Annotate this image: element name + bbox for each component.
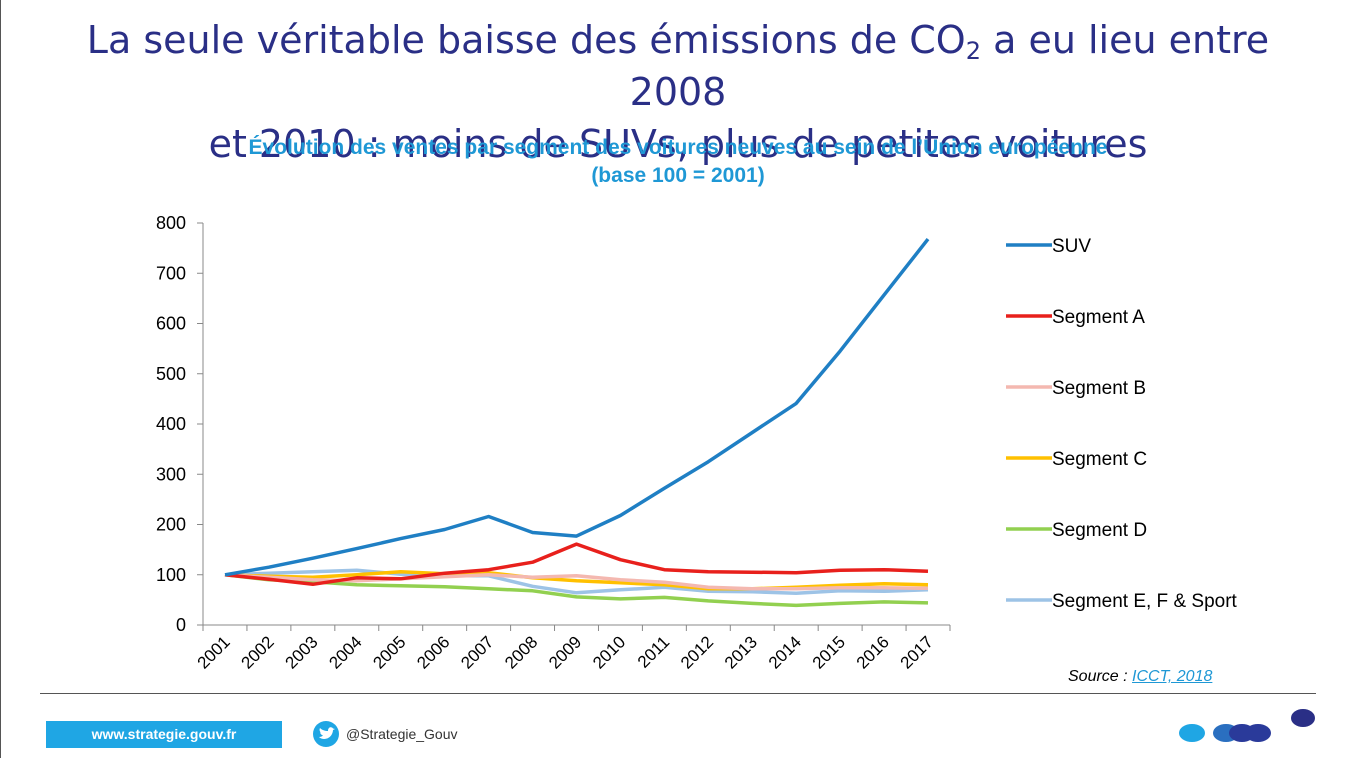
y-tick-label: 400 bbox=[156, 414, 186, 434]
x-tick-label: 2016 bbox=[853, 632, 893, 672]
x-tick-label: 2014 bbox=[765, 632, 805, 672]
chart-title-text: Évolution des ventes par segment des voi… bbox=[248, 136, 1108, 159]
footer-divider bbox=[40, 693, 1316, 694]
x-tick-label: 2001 bbox=[194, 632, 234, 672]
source-prefix: Source : bbox=[1068, 668, 1133, 685]
title-line-1-post: a eu lieu entre 2008 bbox=[629, 18, 1270, 114]
x-tick-label: 2017 bbox=[897, 632, 937, 672]
x-tick-label: 2002 bbox=[238, 632, 278, 672]
x-tick-label: 2005 bbox=[369, 632, 409, 672]
x-tick-label: 2012 bbox=[677, 632, 717, 672]
series-line-segment-d bbox=[224, 573, 929, 608]
x-tick-label: 2003 bbox=[281, 632, 321, 672]
chart-title: Évolution des ventes par segment des voi… bbox=[0, 134, 1356, 190]
x-tick-label: 2011 bbox=[634, 632, 673, 671]
y-tick-label: 800 bbox=[156, 213, 186, 233]
x-tick-label: 2009 bbox=[545, 632, 585, 672]
y-tick-label: 200 bbox=[156, 515, 186, 535]
series-line-segment-a bbox=[224, 542, 929, 587]
legend-label: Segment A bbox=[1052, 307, 1145, 328]
title-line-1-pre: La seule véritable baisse des émissions … bbox=[86, 18, 966, 62]
series-line-suv bbox=[224, 238, 930, 577]
page-title: La seule véritable baisse des émissions … bbox=[40, 14, 1316, 170]
legend-label: Segment D bbox=[1052, 520, 1147, 541]
website-link[interactable]: www.strategie.gouv.fr bbox=[46, 721, 282, 748]
source-note: Source : ICCT, 2018 bbox=[1068, 668, 1212, 686]
x-tick-label: 2007 bbox=[457, 632, 497, 672]
title-subscript: 2 bbox=[965, 37, 981, 65]
chart-subtitle-text: (base 100 = 2001) bbox=[591, 164, 765, 187]
y-tick-label: 100 bbox=[156, 565, 186, 585]
twitter-bird-icon bbox=[313, 721, 339, 747]
y-tick-label: 500 bbox=[156, 364, 186, 384]
x-tick-label: 2006 bbox=[413, 632, 453, 672]
x-tick-label: 2015 bbox=[809, 632, 849, 672]
x-tick-label: 2013 bbox=[721, 632, 761, 672]
y-tick-label: 600 bbox=[156, 314, 186, 334]
y-tick-label: 300 bbox=[156, 464, 186, 484]
legend-label: Segment E, F & Sport bbox=[1052, 591, 1238, 612]
x-tick-label: 2004 bbox=[325, 632, 365, 672]
legend-label: Segment C bbox=[1052, 449, 1147, 470]
legend-label: Segment B bbox=[1052, 378, 1146, 399]
y-tick-label: 0 bbox=[176, 615, 186, 635]
legend-label: SUV bbox=[1052, 236, 1091, 257]
x-tick-label: 2008 bbox=[501, 632, 541, 672]
france-strategie-logo bbox=[1179, 709, 1315, 742]
series-line-segment-c bbox=[224, 569, 929, 591]
title-line-2: et 2010 : moins de SUVs, plus de petites… bbox=[208, 122, 1148, 166]
title-line-1: La seule véritable baisse des émissions … bbox=[40, 14, 1316, 118]
twitter-handle[interactable]: @Strategie_Gouv bbox=[346, 726, 458, 742]
page-left-border bbox=[0, 0, 1, 758]
series-line-segment-e-f-sport bbox=[224, 568, 929, 596]
x-tick-label: 2010 bbox=[589, 632, 629, 672]
source-link[interactable]: ICCT, 2018 bbox=[1132, 668, 1213, 685]
y-tick-label: 700 bbox=[156, 263, 186, 283]
